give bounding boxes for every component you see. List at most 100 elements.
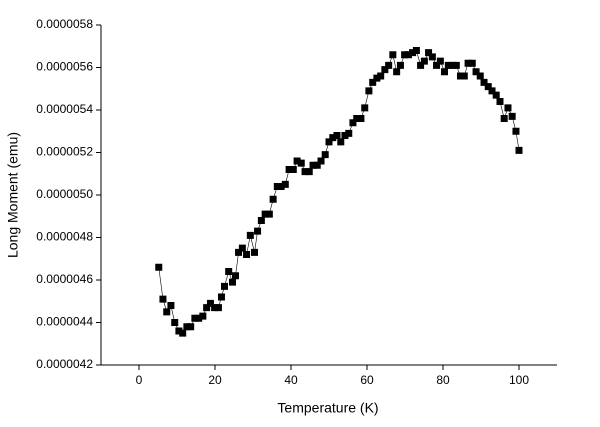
data-point [492, 91, 500, 99]
data-point [468, 59, 476, 67]
data-point [515, 146, 523, 154]
y-tick-label: 0.0000056 [36, 60, 93, 74]
data-point [401, 51, 409, 59]
data-point [211, 304, 219, 312]
data-point [175, 327, 183, 335]
data-point [265, 210, 273, 218]
data-point [317, 157, 325, 165]
data-point [508, 112, 516, 120]
data-point [228, 278, 236, 286]
x-tick-label: 0 [136, 373, 143, 387]
data-point [500, 115, 508, 122]
x-tick-label: 60 [360, 373, 374, 387]
data-point [460, 72, 468, 80]
data-point [159, 295, 167, 303]
data-point [297, 159, 305, 167]
data-point [251, 248, 259, 256]
data-point [412, 47, 420, 54]
data-point [361, 104, 369, 112]
data-point [373, 74, 381, 82]
data-point [484, 83, 492, 91]
x-tick-label: 40 [284, 373, 298, 387]
y-tick-label: 0.0000046 [36, 272, 93, 286]
data-point [444, 61, 452, 69]
y-tick-label: 0.0000054 [36, 102, 93, 116]
data-point [409, 49, 417, 57]
y-tick-label: 0.0000052 [36, 145, 93, 159]
data-point [365, 87, 373, 95]
data-point [456, 72, 464, 80]
data-point [243, 251, 251, 258]
data-point [425, 49, 433, 57]
y-tick-label: 0.0000044 [36, 315, 93, 329]
data-point [433, 61, 441, 69]
data-point [217, 293, 225, 301]
data-point [337, 138, 345, 146]
data-point [179, 329, 187, 337]
data-point [325, 138, 333, 146]
data-point [420, 57, 428, 65]
data-point [449, 61, 456, 69]
data-point [452, 61, 460, 69]
data-point [488, 87, 496, 95]
data-point [369, 78, 377, 86]
data-point [385, 61, 393, 69]
data-point [476, 72, 484, 80]
y-tick-label: 0.0000042 [36, 357, 93, 371]
data-point [472, 68, 480, 76]
data-point [155, 263, 163, 271]
data-point [504, 104, 512, 112]
data-point [238, 244, 246, 252]
y-tick-label: 0.0000050 [36, 187, 93, 201]
x-axis-label: Temperature (K) [277, 400, 378, 416]
data-point [428, 53, 436, 61]
data-point [393, 68, 401, 76]
data-point [191, 314, 199, 322]
data-point [496, 98, 504, 105]
data-point [345, 129, 353, 137]
data-point [187, 323, 195, 331]
data-point [225, 268, 233, 275]
data-point [512, 127, 520, 135]
data-point [206, 299, 214, 307]
data-point [273, 183, 281, 190]
data-point [305, 168, 313, 176]
data-line [158, 50, 520, 334]
data-point [353, 115, 361, 122]
data-point [293, 157, 301, 165]
data-point [357, 115, 365, 122]
data-point [329, 134, 337, 142]
data-point [417, 61, 425, 69]
data-point [396, 61, 404, 69]
data-point [171, 319, 179, 326]
y-axis-label: Long Moment (emu) [5, 132, 21, 258]
data-point [436, 57, 444, 65]
data-point [269, 195, 277, 203]
y-tick-label: 0.0000048 [36, 230, 93, 244]
data-point [183, 323, 191, 331]
x-tick-label: 20 [208, 373, 222, 387]
x-tick-label: 80 [436, 373, 450, 387]
data-point [246, 231, 254, 239]
data-point [404, 51, 412, 59]
data-point [203, 304, 211, 312]
data-point [221, 282, 228, 290]
data-point [321, 151, 329, 159]
data-point [257, 217, 265, 224]
data-point [289, 166, 297, 173]
data-point [464, 59, 472, 67]
data-point [163, 308, 171, 316]
data-point [214, 304, 222, 312]
data-point [167, 302, 175, 309]
data-point [285, 166, 293, 173]
data-point [389, 51, 397, 59]
data-point [301, 168, 309, 176]
data-point [381, 66, 389, 74]
data-point [281, 180, 289, 188]
data-point [341, 132, 349, 139]
data-point [349, 119, 357, 127]
data-point [232, 272, 240, 280]
data-point [309, 161, 317, 169]
data-point [377, 72, 385, 80]
